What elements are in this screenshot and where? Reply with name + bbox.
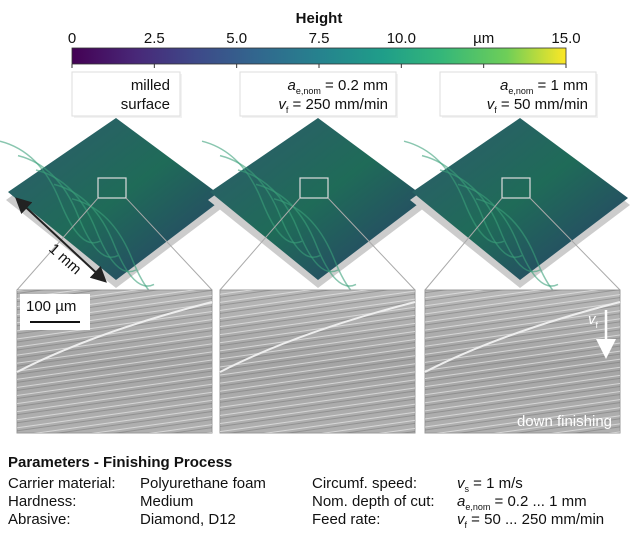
figure: Height 0 2.5 5.0 7.5 10.0 µm 15.0 milled surfa… xyxy=(0,0,644,534)
param-label: Carrier material: xyxy=(8,475,116,492)
mode-label: down finishing xyxy=(517,413,612,430)
panel-label: vf = 50 mm/min xyxy=(487,96,588,115)
param-value: vf = 50 ... 250 mm/min xyxy=(457,511,604,530)
param-value: vs = 1 m/s xyxy=(457,475,523,494)
scale-label: 100 µm xyxy=(26,298,76,315)
colorbar xyxy=(72,48,566,64)
param-label: Hardness: xyxy=(8,493,76,510)
colorbar-tick-label: 0 xyxy=(68,30,76,47)
micrograph-texture xyxy=(220,290,415,433)
param-value: ae,nom = 0.2 ... 1 mm xyxy=(457,493,587,512)
panel-label: surface xyxy=(121,96,170,113)
colorbar-tick-label: 2.5 xyxy=(144,30,165,47)
label-box: milled surface xyxy=(72,72,182,118)
param-value: Medium xyxy=(140,493,193,510)
colorbar-tick-label: 7.5 xyxy=(309,30,330,47)
param-label: Nom. depth of cut: xyxy=(312,493,435,510)
param-value: Diamond, D12 xyxy=(140,511,236,528)
param-label: Abrasive: xyxy=(8,511,71,528)
panel-label: vf = 250 mm/min xyxy=(278,96,388,115)
colorbar-tick-label: 15.0 xyxy=(551,30,580,47)
params-title: Parameters - Finishing Process xyxy=(8,454,232,471)
label-box: ae,nom = 1 mm vf = 50 mm/min xyxy=(440,72,598,118)
colorbar-tick-label: 10.0 xyxy=(387,30,416,47)
param-label: Circumf. speed: xyxy=(312,475,417,492)
surfaces xyxy=(0,118,630,433)
colorbar-tick-label: µm xyxy=(473,30,494,47)
panel-label: milled xyxy=(131,77,170,94)
colorbar-title: Height xyxy=(296,10,343,27)
param-value: Polyurethane foam xyxy=(140,475,266,492)
label-box: ae,nom = 0.2 mm vf = 250 mm/min xyxy=(240,72,398,118)
param-label: Feed rate: xyxy=(312,511,380,528)
colorbar-tick-label: 5.0 xyxy=(226,30,247,47)
